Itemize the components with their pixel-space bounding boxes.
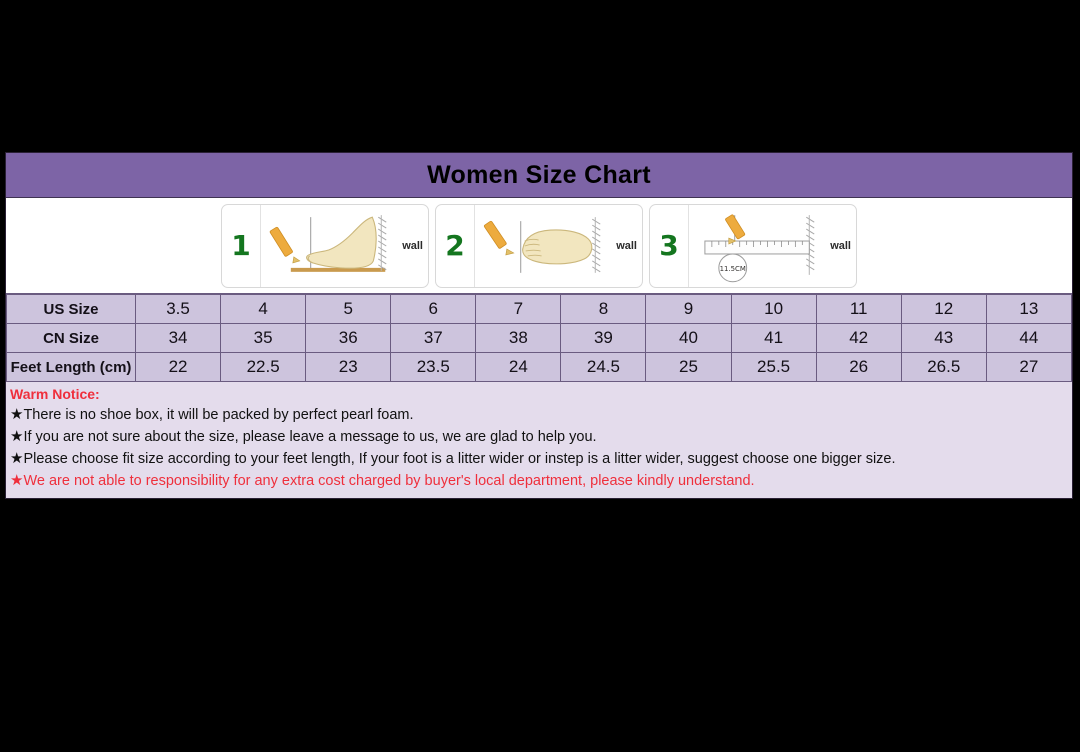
notice-item-1-text: There is no shoe box, it will be packed … (23, 407, 414, 423)
cell-len-6: 25 (645, 352, 732, 382)
star-icon: ★ (10, 428, 24, 445)
cell-cn-4: 38 (475, 323, 562, 353)
cell-us-10: 13 (985, 294, 1073, 324)
cell-len-8: 26 (815, 352, 902, 382)
cell-us-5: 8 (560, 294, 647, 324)
notice-item-1: ★There is no shoe box, it will be packed… (10, 404, 1068, 426)
notice-heading: Warm Notice: (10, 386, 100, 402)
wall-label-2: wall (616, 239, 637, 252)
foot-side-view-icon (269, 214, 387, 272)
cell-len-5: 24.5 (560, 352, 647, 382)
instruction-panel-1: 1 (221, 203, 429, 288)
table-row: US Size 3.5 4 5 6 7 8 9 10 11 12 13 (6, 294, 1073, 324)
cell-len-4: 24 (475, 352, 562, 382)
notice-item-3-text: Please choose fit size according to your… (23, 451, 896, 467)
ruler-measure-illustration: 11.5CM wall (689, 205, 856, 287)
row-label-cn-size: CN Size (6, 323, 136, 353)
wall-label-3: wall (830, 239, 851, 252)
cell-cn-6: 40 (645, 323, 732, 353)
cell-us-1: 4 (220, 294, 307, 324)
cell-us-7: 10 (730, 294, 817, 324)
cell-cn-5: 39 (560, 323, 647, 353)
cell-len-2: 23 (305, 352, 392, 382)
cell-cn-0: 34 (134, 323, 222, 353)
foot-side-view-illustration: wall (261, 205, 428, 287)
cell-cn-1: 35 (220, 323, 307, 353)
step-number-1: 1 (231, 228, 251, 262)
measurement-instructions: 1 (6, 198, 1072, 294)
step-number-2: 2 (445, 228, 465, 262)
size-chart: Women Size Chart 1 (5, 152, 1073, 499)
cell-us-0: 3.5 (134, 294, 222, 324)
cell-us-8: 11 (815, 294, 902, 324)
cell-len-1: 22.5 (220, 352, 307, 382)
cell-us-9: 12 (900, 294, 987, 324)
cell-len-0: 22 (134, 352, 222, 382)
instruction-panel-2: 2 (435, 203, 643, 288)
step-number-3: 3 (659, 228, 679, 262)
star-icon: ★ (10, 472, 24, 489)
cell-cn-8: 42 (815, 323, 902, 353)
foot-top-view-icon (483, 216, 601, 273)
size-table: US Size 3.5 4 5 6 7 8 9 10 11 12 13 CN S… (6, 294, 1073, 382)
cell-len-9: 26.5 (900, 352, 987, 382)
table-row: CN Size 34 35 36 37 38 39 40 41 42 43 44 (6, 323, 1073, 353)
row-label-feet-length: Feet Length (cm) (6, 352, 136, 382)
wall-label-1: wall (402, 239, 423, 252)
cell-len-7: 25.5 (730, 352, 817, 382)
cell-cn-9: 43 (900, 323, 987, 353)
row-label-us-size: US Size (6, 294, 136, 324)
cell-us-4: 7 (475, 294, 562, 324)
cell-us-2: 5 (305, 294, 392, 324)
ruler-callout-value: 11.5CM (720, 264, 746, 272)
star-icon: ★ (10, 450, 24, 467)
cell-len-3: 23.5 (390, 352, 477, 382)
cell-len-10: 27 (985, 352, 1073, 382)
notice-item-3: ★Please choose fit size according to you… (10, 448, 1068, 470)
step-number-cell-2: 2 (436, 204, 475, 287)
star-icon: ★ (10, 406, 24, 423)
chart-title-bar: Women Size Chart (6, 153, 1072, 198)
cell-us-6: 9 (645, 294, 732, 324)
cell-us-3: 6 (390, 294, 477, 324)
ruler-icon: 11.5CM (704, 214, 815, 282)
cell-cn-10: 44 (985, 323, 1073, 353)
cell-cn-2: 36 (305, 323, 392, 353)
notice-item-2-text: If you are not sure about the size, plea… (23, 429, 597, 445)
page-title: Women Size Chart (427, 160, 651, 189)
notice-item-2: ★If you are not sure about the size, ple… (10, 426, 1068, 448)
cell-cn-3: 37 (390, 323, 477, 353)
step-number-cell-1: 1 (222, 204, 261, 287)
step-number-cell-3: 3 (650, 204, 689, 287)
instruction-panel-3: 3 (649, 203, 857, 288)
table-row: Feet Length (cm) 22 22.5 23 23.5 24 24.5… (6, 352, 1073, 382)
warm-notice: Warm Notice: ★There is no shoe box, it w… (6, 382, 1072, 498)
cell-cn-7: 41 (730, 323, 817, 353)
notice-item-4: ★We are not able to responsibility for a… (10, 470, 1068, 492)
foot-top-view-illustration: wall (475, 205, 642, 287)
size-table-body: US Size 3.5 4 5 6 7 8 9 10 11 12 13 CN S… (6, 294, 1073, 382)
notice-item-4-text: We are not able to responsibility for an… (23, 473, 755, 489)
